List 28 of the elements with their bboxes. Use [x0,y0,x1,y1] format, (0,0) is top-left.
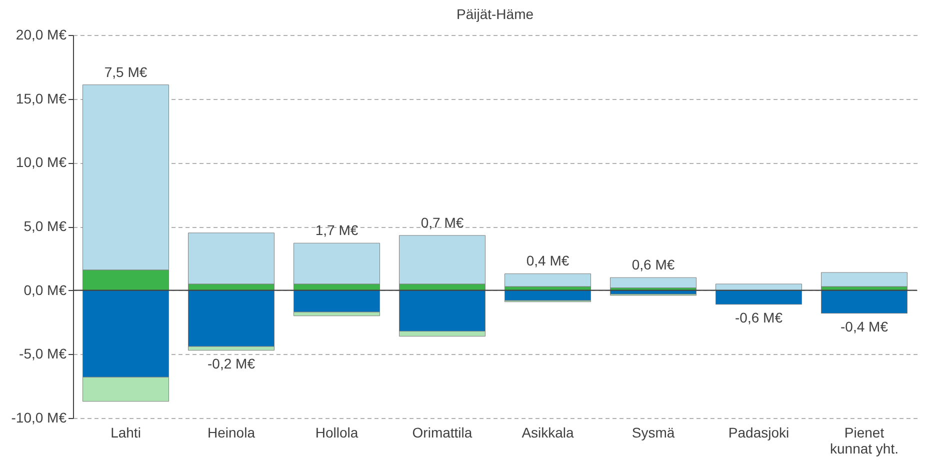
total-label: 1,7 M€ [315,222,358,238]
total-label: -0,6 M€ [735,309,783,326]
total-label: -0,4 M€ [840,318,888,334]
y-tick-label: -5,0 M€ [19,346,67,362]
total-label: 0,4 M€ [526,252,570,269]
x-tick-label: Hollola [315,424,358,440]
bar [504,273,591,287]
total-label: 7,5 M€ [104,64,148,80]
y-tick-label: 10,0 M€ [16,154,67,170]
x-tick-label: Orimattila [412,424,472,440]
y-tick-label: -10,0 M€ [11,410,67,426]
y-tick-label: 5,0 M€ [24,218,67,234]
bar [610,277,696,288]
y-tick-label: 20,0 M€ [16,26,67,42]
x-tick-label: Lahti [110,424,141,440]
x-tick-label: Sysmä [632,424,675,440]
total-label: -0,2 M€ [208,355,256,372]
y-tick-label: 15,0 M€ [16,90,67,106]
total-label: 0,7 M€ [420,214,464,230]
x-tick-label: Asikkala [522,424,574,440]
x-tick-label: Padasjoki [728,424,790,440]
x-tick-label: Pienet kunnat yht. [830,424,898,456]
chart-title: Päijät-Häme [456,6,534,22]
y-tick-label: 0,0 M€ [24,282,67,298]
bar [821,290,908,314]
total-label: 0,6 M€ [632,256,675,273]
x-tick-label: Heinola [208,424,256,440]
bar [821,272,908,287]
